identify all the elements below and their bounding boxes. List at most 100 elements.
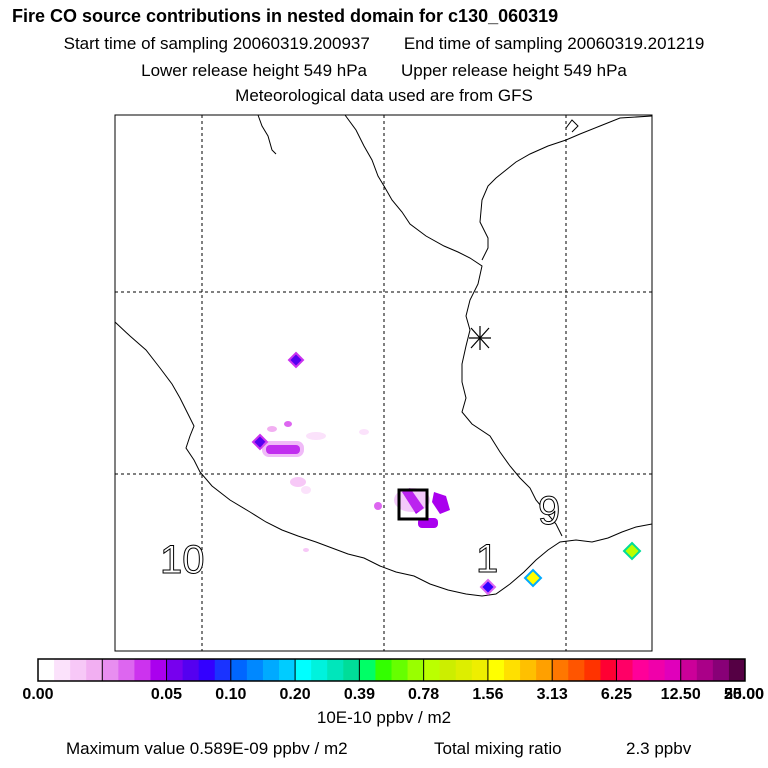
colorbar-tick-label: 0.10 [215,686,246,703]
source-field [251,351,642,596]
source-cell [622,541,642,561]
start-time-label: Start time of sampling 20060319.200937 [63,34,370,53]
asterisk-stroke [470,327,490,349]
source-cell [267,426,277,432]
zone-label-10: 10 [160,538,205,582]
colorbar-tick-label: 0.00 [22,686,53,703]
maximum-value-label: Maximum value 0.589E-09 ppbv / m2 [66,739,348,758]
colorbar-swatch [455,659,473,681]
colorbar-swatch [198,659,216,681]
colorbar-tick-label: 6.25 [601,686,632,703]
colorbar-tick-label: 3.13 [537,686,568,703]
colorbar-swatch [311,659,328,681]
source-cell [287,351,305,369]
colorbar-tick-label: 25.00 [724,686,764,703]
colorbar-swatch [712,659,730,681]
colorbar-swatch [359,659,376,681]
colorbar-swatch [279,659,296,681]
source-cell [262,441,304,457]
colorbar-swatch [696,659,714,681]
colorbar-swatch [536,659,553,681]
coastlines [114,114,653,597]
total-mixing-ratio-label: Total mixing ratio [434,739,562,758]
colorbar-swatch [664,659,682,681]
plot-title: Fire CO source contributions in nested d… [12,6,559,26]
zone-label-1: 1 [476,537,498,581]
sampling-times: Start time of sampling 20060319.200937 En… [0,34,768,54]
zone-label-9: 9 [538,489,560,533]
colorbar-swatch [616,659,634,681]
release-heights: Lower release height 549 hPa Upper releas… [0,61,768,81]
colorbar-swatch [38,659,55,681]
colorbar-swatch [134,659,151,681]
colorbar-swatch [648,659,666,681]
colorbar-tick-label: 12.50 [661,686,701,703]
release-location-box [397,488,429,521]
source-cell [374,502,382,510]
colorbar-frame [37,658,746,682]
colorbar-units: 10E-10 ppbv / m2 [316,708,452,727]
colorbar-swatch [680,659,698,681]
colorbar-tick-label: 0.20 [280,686,311,703]
total-mixing-ratio-value: 2.3 ppbv [626,739,692,758]
grid-lines [115,115,652,651]
colorbar-swatch [728,659,746,681]
colorbar-swatch [214,659,232,681]
colorbar-tick-label: 0.05 [151,686,182,703]
source-cell [251,433,269,451]
colorbar-tick-label: 0.78 [408,686,439,703]
coastline-northeast [565,119,579,133]
source-cell [306,432,326,440]
colorbar-swatch [471,659,489,681]
colorbar-swatch [487,659,505,681]
colorbar-swatch [439,659,457,681]
colorbar-swatch [632,659,650,681]
colorbar-swatch [118,659,135,681]
upper-release-label: Upper release height 549 hPa [401,61,627,80]
lower-release-label: Lower release height 549 hPa [141,61,367,80]
colorbar-swatch [600,659,617,681]
colorbar-swatch [230,659,248,681]
colorbar-swatch [182,659,200,681]
colorbar-swatch [246,659,264,681]
colorbar-swatch [568,659,585,681]
source-cell [479,578,497,596]
coastline-pacific [114,321,653,597]
end-time-label: End time of sampling 20060319.201219 [403,34,705,53]
colorbar-swatch [295,659,312,681]
colorbar-swatch [520,659,537,681]
source-cell [402,488,424,514]
coastline-east [479,115,653,261]
source-cell [301,486,311,494]
source-cell [523,568,543,588]
colorbar-swatch [327,659,344,681]
colorbar-tick-label: 50.00 [724,686,764,703]
colorbar-swatch [584,659,601,681]
colorbar-swatch [375,659,392,681]
receptor-asterisk-marker [469,326,491,350]
source-cell [290,477,306,487]
map-figure: 10 1 9 0.00 0.05 0.10 0.20 0.39 0.78 1.56 3.13 6… [22,114,764,703]
colorbar-swatch [552,659,569,681]
coastline-north [257,114,277,155]
colorbar-tick-label: 1.56 [472,686,503,703]
colorbar-swatch [262,659,280,681]
source-cell [303,548,309,552]
source-cell [432,492,450,514]
colorbar-swatch [423,659,441,681]
colorbar-swatch [54,659,71,681]
colorbar-swatch [503,659,521,681]
colorbar-swatch [150,659,168,681]
source-cell [284,421,292,427]
colorbar: 0.00 0.05 0.10 0.20 0.39 0.78 1.56 3.13 6.25 12.5… [22,658,764,703]
colorbar-tick-label: 0.39 [344,686,375,703]
met-data-label: Meteorological data used are from GFS [235,86,533,105]
coastline-gulf [344,114,563,537]
colorbar-swatch [86,659,103,681]
colorbar-swatch [102,659,119,681]
colorbar-swatch [70,659,87,681]
source-cell [359,429,369,435]
source-cell [266,445,300,454]
colorbar-swatch [391,659,409,681]
colorbar-swatch [166,659,184,681]
